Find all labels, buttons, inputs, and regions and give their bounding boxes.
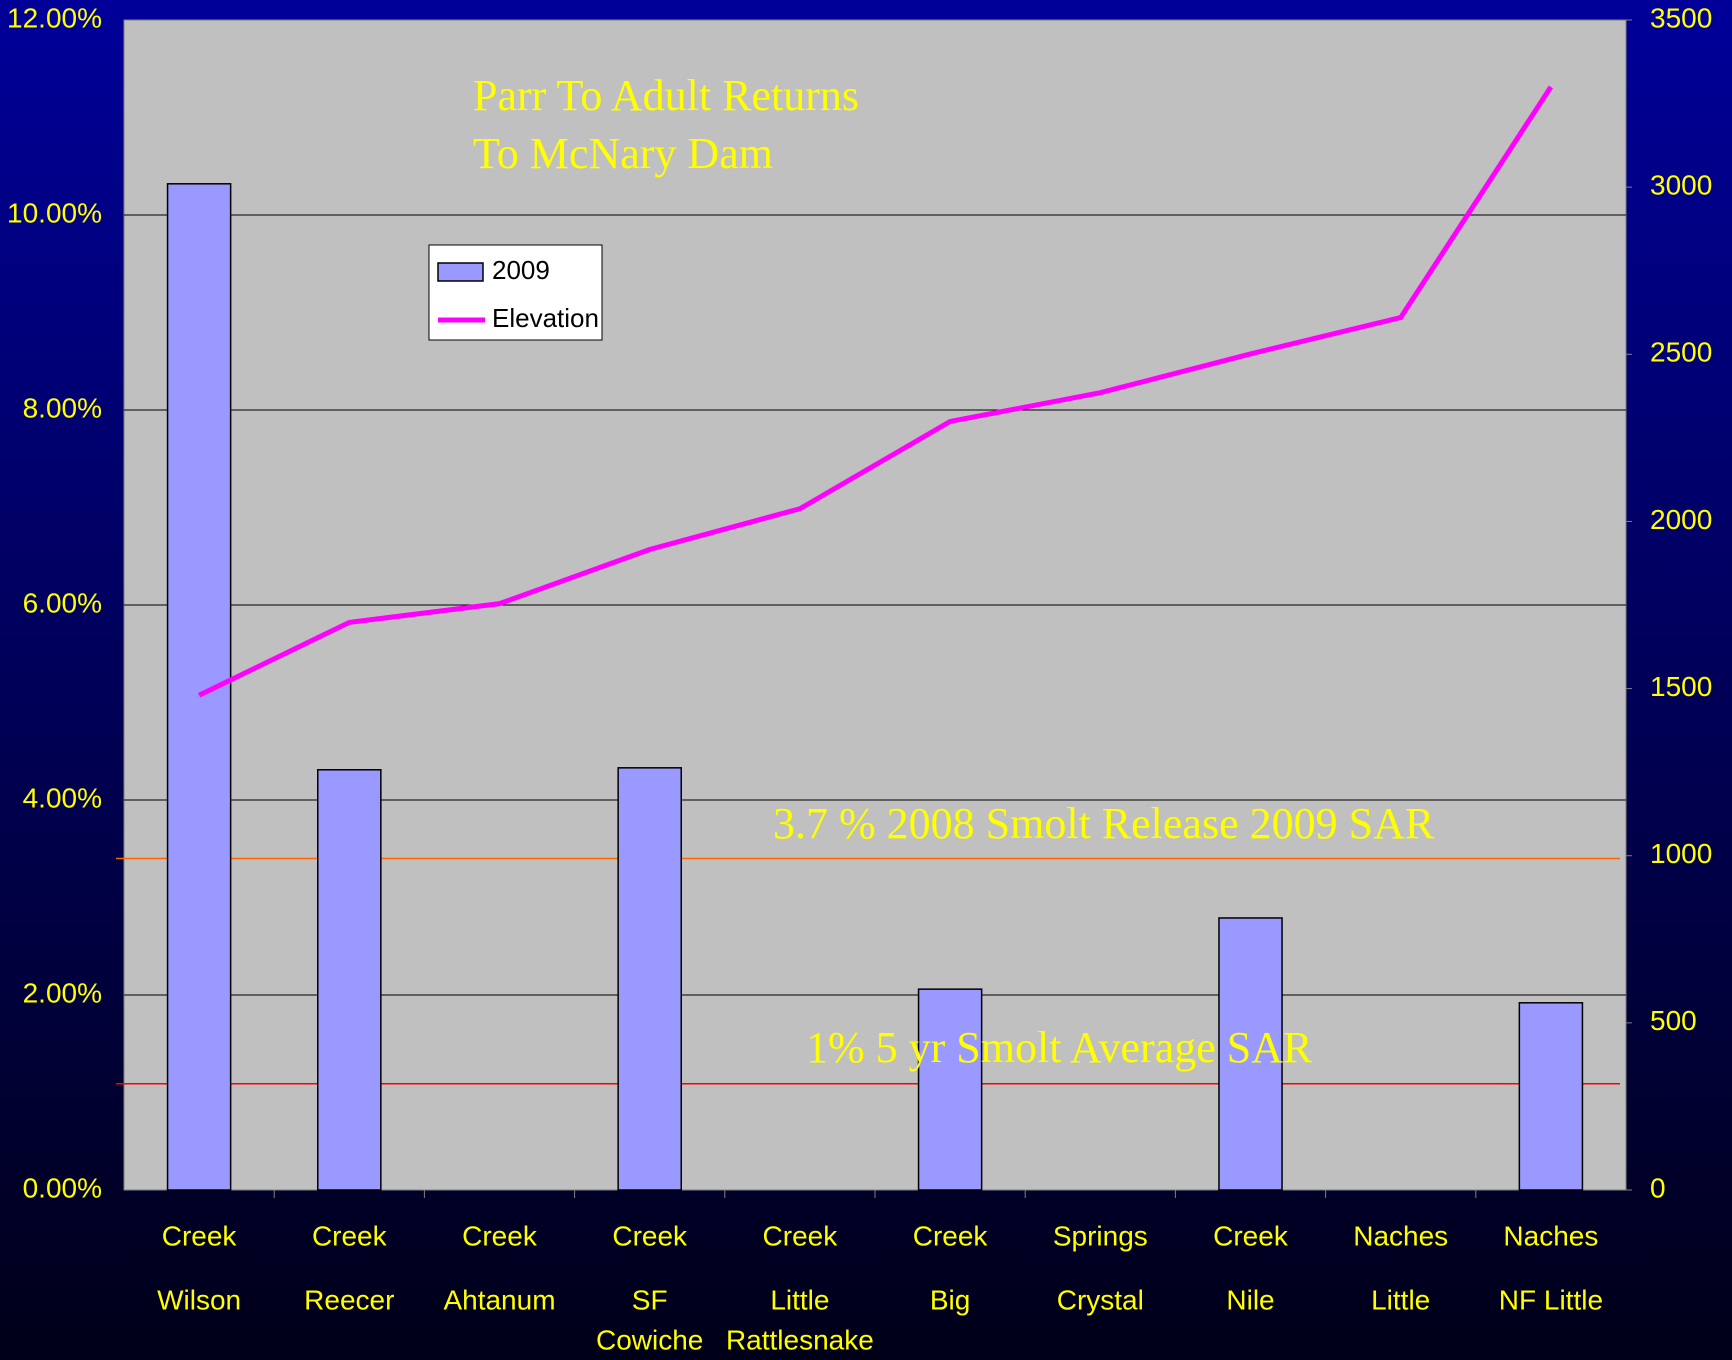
x-tick-label: Naches: [1353, 1220, 1448, 1251]
x-tick-label: Springs: [1053, 1220, 1148, 1251]
x-tick-label: Ahtanum: [443, 1284, 555, 1315]
x-tick-label: Creek: [462, 1220, 538, 1251]
y-tick-label: 6.00%: [23, 587, 102, 618]
x-tick-label: SF: [632, 1284, 668, 1315]
x-tick-label: Nile: [1226, 1284, 1274, 1315]
annotation: 1% 5 yr Smolt Average SAR: [806, 1023, 1313, 1072]
x-tick-label: Big: [930, 1284, 970, 1315]
x-tick-label: Wilson: [157, 1284, 241, 1315]
y2-tick-label: 2000: [1650, 504, 1712, 535]
x-tick-label: Cowiche: [596, 1324, 703, 1355]
x-tick-label: NF Little: [1499, 1284, 1603, 1315]
legend-label: 2009: [492, 255, 550, 285]
y-tick-label: 0.00%: [23, 1172, 102, 1203]
y2-tick-label: 1000: [1650, 838, 1712, 869]
x-tick-label: Creek: [312, 1220, 388, 1251]
legend-label: Elevation: [492, 303, 599, 333]
y2-tick-label: 1500: [1650, 671, 1712, 702]
y2-tick-label: 2500: [1650, 337, 1712, 368]
bar: [317, 769, 382, 1191]
x-tick-label: Reecer: [304, 1284, 394, 1315]
bar: [917, 988, 983, 1191]
annotation: 3.7 % 2008 Smolt Release 2009 SAR: [773, 799, 1435, 848]
bar: [1218, 917, 1283, 1191]
x-tick-label: Little: [1371, 1284, 1430, 1315]
y-tick-label: 10.00%: [7, 197, 102, 228]
x-tick-label: Creek: [612, 1220, 688, 1251]
chart-title: To McNary Dam: [473, 129, 773, 178]
chart-title: Parr To Adult Returns: [473, 71, 859, 120]
line: [198, 85, 1553, 698]
x-tick-label: Rattlesnake: [726, 1324, 874, 1355]
y2-tick-label: 3000: [1650, 170, 1712, 201]
y2-tick-label: 3500: [1650, 2, 1712, 33]
legend-box: [428, 244, 603, 341]
x-tick-label: Creek: [913, 1220, 989, 1251]
x-tick-label: Creek: [162, 1220, 238, 1251]
x-tick-label: Little: [770, 1284, 829, 1315]
legend-swatch: [437, 262, 484, 282]
x-tick-label: Creek: [763, 1220, 839, 1251]
y-tick-label: 8.00%: [23, 392, 102, 423]
y2-tick-label: 500: [1650, 1005, 1697, 1036]
x-tick-label: Naches: [1503, 1220, 1598, 1251]
x-tick-label: Crystal: [1057, 1284, 1144, 1315]
bar: [617, 767, 682, 1191]
y-tick-label: 12.00%: [7, 2, 102, 33]
y2-tick-label: 0: [1650, 1172, 1666, 1203]
y-tick-label: 2.00%: [23, 977, 102, 1008]
bar: [1518, 1002, 1584, 1191]
x-tick-label: Creek: [1213, 1220, 1289, 1251]
y-tick-label: 4.00%: [23, 782, 102, 813]
